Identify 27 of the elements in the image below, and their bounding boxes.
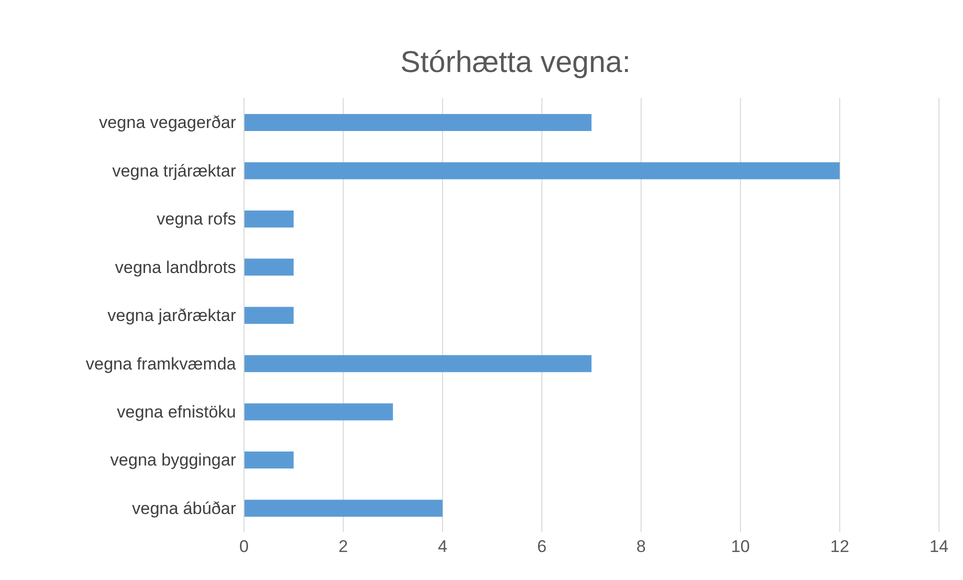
bar — [244, 452, 294, 469]
bar — [244, 500, 443, 517]
y-tick-label: vegna efnistöku — [116, 402, 236, 422]
y-tick-label: vegna vegagerðar — [98, 113, 236, 132]
bar — [244, 306, 294, 324]
x-tick-label: 0 — [239, 537, 249, 556]
y-tick-label: vegna jarðræktar — [107, 306, 236, 326]
chart-title: Stórhætta vegna: — [399, 45, 632, 81]
bar — [244, 355, 592, 372]
x-tick-label: 2 — [338, 537, 348, 556]
y-tick-label: vegna byggingar — [110, 450, 236, 470]
bar — [244, 258, 294, 276]
y-tick-label: vegna framkvæmda — [86, 354, 237, 374]
x-tick-label: 12 — [830, 537, 850, 556]
bar — [244, 210, 294, 228]
x-tick-label: 8 — [636, 537, 646, 556]
y-tick-label: vegna ábúðar — [132, 498, 236, 518]
bar — [244, 114, 592, 131]
y-tick-label: vegna rofs — [156, 210, 236, 229]
x-tick-label: 6 — [537, 537, 547, 556]
y-tick-label: vegna landbrots — [115, 258, 236, 277]
x-tick-label: 4 — [438, 537, 448, 556]
bar — [244, 162, 840, 180]
y-tick-label: vegna trjáræktar — [112, 161, 236, 180]
x-tick-label: 14 — [930, 537, 948, 556]
x-tick-label: 10 — [730, 537, 750, 556]
bar — [244, 403, 393, 420]
